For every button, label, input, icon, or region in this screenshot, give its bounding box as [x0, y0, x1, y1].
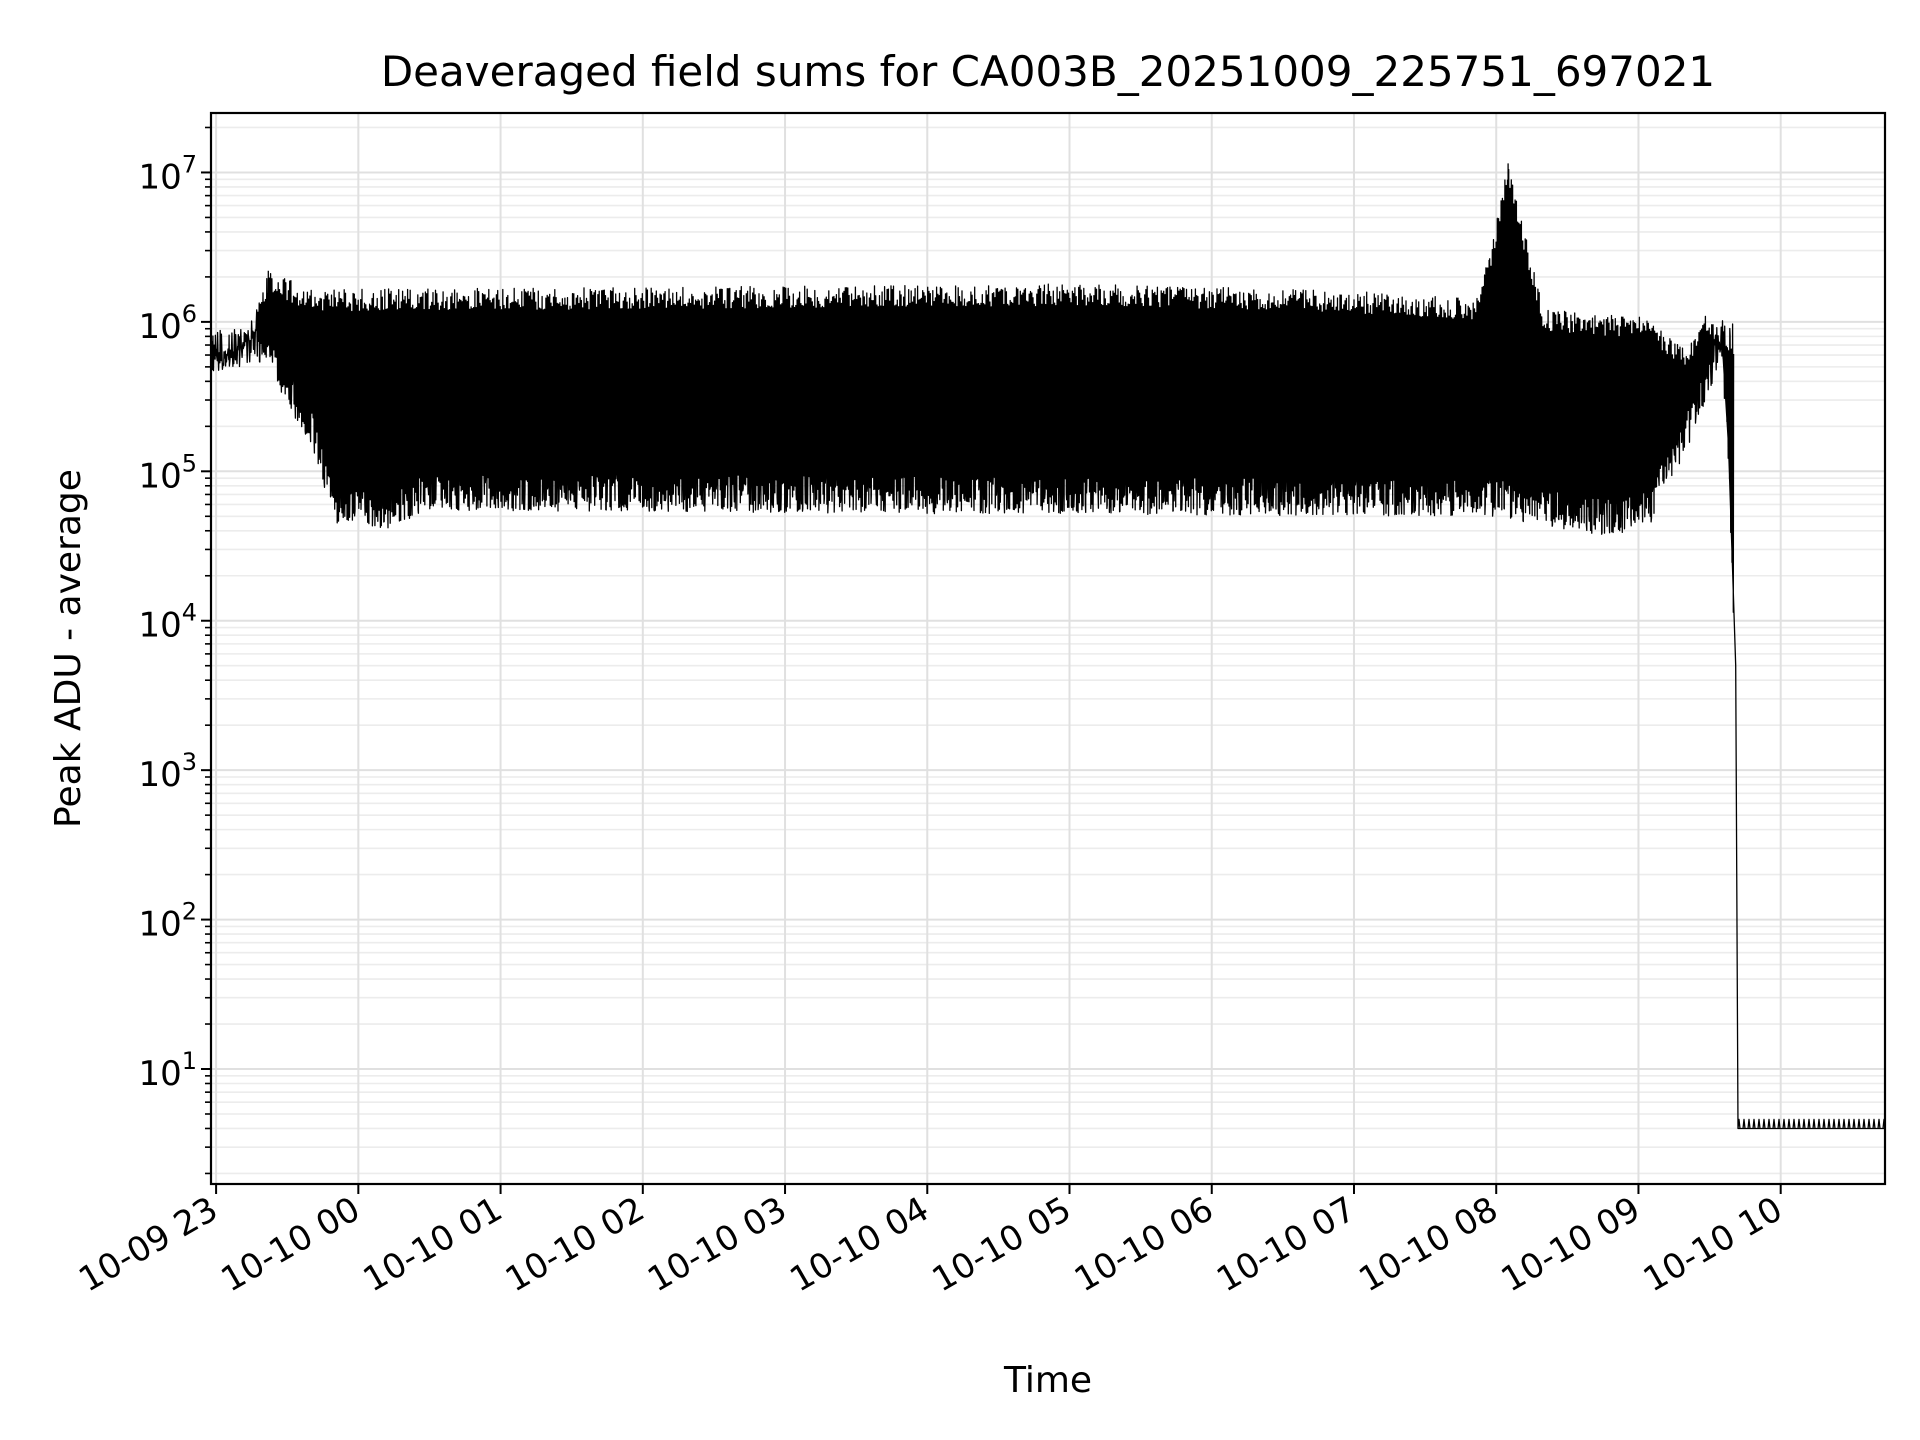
y-tick-label: 102 — [138, 898, 197, 945]
y-axis: 101 102 103 104 105 106 107 — [138, 126, 211, 1175]
y-tick-label: 101 — [138, 1047, 197, 1094]
y-tick-label: 107 — [138, 150, 197, 197]
grid — [211, 113, 1885, 1184]
y-tick-label: 104 — [138, 599, 197, 646]
x-axis-label: Time — [1003, 1360, 1092, 1401]
series-area — [211, 163, 1885, 1130]
y-tick-label: 103 — [138, 748, 197, 795]
y-tick-label: 106 — [138, 300, 197, 347]
plot-frame — [209, 111, 1887, 1186]
chart-title: Deaveraged field sums for CA003B_2025100… — [381, 47, 1715, 96]
y-tick-label: 105 — [138, 449, 197, 496]
series-line — [211, 163, 1885, 1130]
y-axis-label: Peak ADU - average — [48, 469, 89, 828]
